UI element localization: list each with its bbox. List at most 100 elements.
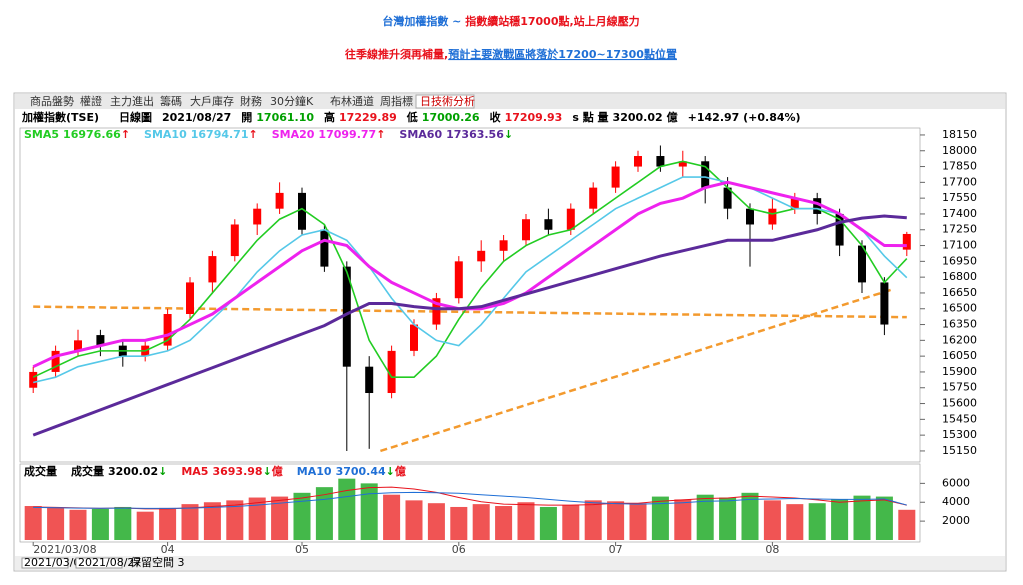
volume-bar xyxy=(607,501,625,540)
candle-body xyxy=(477,250,486,262)
text-part: 指數續站穩17000點,站上月線壓力 xyxy=(465,14,639,28)
tab[interactable]: 布林通道 xyxy=(330,94,374,108)
text-part: 17363.56 xyxy=(446,128,504,141)
text-part: 17229.89 xyxy=(339,111,397,124)
volume-bar xyxy=(696,494,714,540)
volume-bar xyxy=(719,497,737,540)
date-to[interactable]: 2021/08/27 xyxy=(78,556,141,569)
candle-body xyxy=(790,198,799,209)
candle-body xyxy=(566,208,575,230)
volume-bar xyxy=(875,496,893,540)
text-part: SMA10 xyxy=(144,128,187,141)
text-part: 預計主要激戰區將落於17200~17300點位置 xyxy=(448,47,677,61)
date-box[interactable] xyxy=(75,557,123,569)
text-part: ↑ xyxy=(121,128,130,141)
text-part: s 點 量 xyxy=(572,110,608,124)
text-part: 加權指數(TSE) xyxy=(21,110,99,124)
text-part: 成交量 xyxy=(24,464,57,478)
sma-line xyxy=(32,214,907,437)
candle-body xyxy=(746,208,754,225)
headline: 往季線推升須再補量,預計主要激戰區將落於17200~17300點位置 xyxy=(345,47,677,61)
volume-bar xyxy=(629,503,647,540)
info-bar: 加權指數(TSE) 日線圖 2021/08/27 開 17061.10 高 17229.89… xyxy=(21,110,801,124)
x-tick-label: 08 xyxy=(765,543,779,556)
volume-bar xyxy=(495,506,513,540)
text-part: 17000.26 xyxy=(422,111,480,124)
candle-body xyxy=(678,161,687,167)
tab[interactable]: 周指標 xyxy=(380,94,413,108)
candle-body xyxy=(253,208,262,225)
candle-body xyxy=(51,350,60,372)
y-tick-label: 6000 xyxy=(942,476,970,489)
candle-body xyxy=(74,340,82,351)
candle-body xyxy=(410,324,418,351)
volume-bar xyxy=(517,502,535,540)
x-tick-label: 05 xyxy=(295,543,309,556)
volume-bar xyxy=(136,511,154,540)
y-tick-label: 4000 xyxy=(942,495,970,508)
candle-body xyxy=(835,213,844,246)
volume-bar xyxy=(293,492,311,540)
volume-bar xyxy=(383,494,401,540)
volume-bar xyxy=(786,504,804,540)
candle-body xyxy=(611,166,620,188)
tab[interactable]: 30分鐘K xyxy=(270,94,314,108)
volume-bar xyxy=(159,507,177,540)
tab[interactable]: 大戶庫存 xyxy=(190,94,234,108)
date-box[interactable] xyxy=(21,557,69,569)
text-part: 億 xyxy=(272,464,283,478)
trend-line xyxy=(33,305,907,319)
volume-bar xyxy=(763,500,781,540)
y-tick-label: 16050 xyxy=(942,349,977,362)
volume-bar xyxy=(69,509,87,540)
candle-body xyxy=(634,156,642,167)
y-tick-label: 2000 xyxy=(942,514,970,527)
volume-bar xyxy=(315,487,333,540)
text-part: 日線圖 xyxy=(119,110,152,124)
candle-body xyxy=(454,261,463,299)
text-part: 3200.02 xyxy=(613,111,663,124)
text-part: 16794.71 xyxy=(191,128,249,141)
tab[interactable]: 籌碼 xyxy=(160,95,182,108)
date-from[interactable]: 2021/03/08 xyxy=(24,556,87,569)
candle-body xyxy=(365,366,374,394)
text-part: SMA5 xyxy=(24,128,59,141)
candle-body xyxy=(29,371,38,388)
text-part: 3700.44 xyxy=(336,465,386,478)
sma-line xyxy=(33,176,908,384)
tab[interactable]: 商品盤勢 xyxy=(30,94,74,108)
text-part: 3693.98 xyxy=(212,465,262,478)
candle-body xyxy=(208,256,217,283)
y-tick-label: 15750 xyxy=(942,381,977,394)
tab[interactable]: 權證 xyxy=(80,94,102,108)
candle-body xyxy=(880,282,889,325)
volume-bar xyxy=(539,506,557,540)
volume-bar xyxy=(114,506,132,540)
volume-bar xyxy=(808,503,826,540)
y-tick-label: 17100 xyxy=(942,239,977,252)
candle-body xyxy=(96,335,105,346)
y-tick-label: 15150 xyxy=(942,444,977,457)
toolbar xyxy=(15,94,1005,109)
legend: SMA5 16976.66↑ SMA10 16794.71↑ SMA20 17099.77… xyxy=(24,128,513,141)
text-part: 億 xyxy=(395,464,406,478)
volume-bar xyxy=(898,509,916,540)
y-tick-label: 17250 xyxy=(942,223,977,236)
reserve: 保留空間 3 xyxy=(130,555,185,569)
text-part: 台灣加權指數 ~ xyxy=(382,14,465,28)
tab[interactable]: 財務 xyxy=(240,94,262,108)
tab[interactable]: 主力進出 xyxy=(110,94,154,108)
volume-bar xyxy=(741,492,759,540)
tab-active xyxy=(415,94,475,109)
y-tick-label: 15900 xyxy=(942,365,977,378)
volume-bar xyxy=(181,504,199,540)
candle-body xyxy=(387,350,396,394)
volume-bar xyxy=(271,496,289,540)
y-tick-label: 18150 xyxy=(942,128,977,141)
candle-body xyxy=(432,298,441,325)
tab[interactable]: 日技術分析 xyxy=(420,94,475,108)
text-part: +142.97 (+0.84%) xyxy=(688,111,801,124)
y-tick-label: 16350 xyxy=(942,318,977,331)
trend-line xyxy=(380,288,892,453)
